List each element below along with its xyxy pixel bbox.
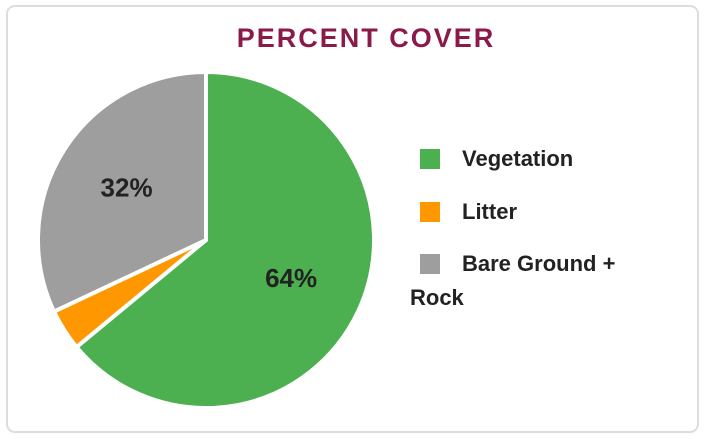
legend-label: Vegetation: [462, 146, 574, 171]
slice-label: 64%: [265, 263, 317, 293]
chart-title: PERCENT COVER: [237, 23, 496, 53]
legend-label: Litter: [462, 199, 517, 224]
slice-label: 32%: [101, 172, 153, 202]
legend-swatch: [420, 202, 440, 222]
legend-swatch: [420, 254, 440, 274]
legend-item: Bare Ground + Rock: [410, 247, 670, 315]
pie-slice: [73, 69, 376, 410]
legend-label: Bare Ground + Rock: [410, 251, 616, 310]
pie-slice: [36, 69, 208, 315]
legend-item: Litter: [410, 195, 670, 229]
legend-swatch: [420, 149, 440, 169]
legend-item: Vegetation: [410, 142, 670, 176]
